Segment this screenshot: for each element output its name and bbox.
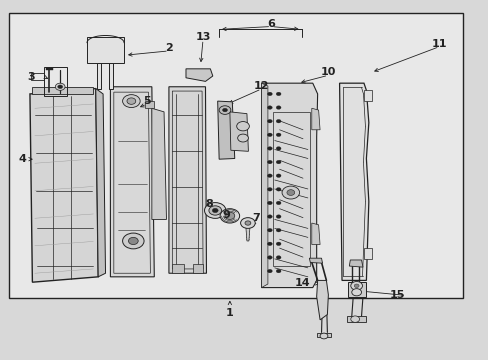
Circle shape	[267, 106, 272, 109]
Polygon shape	[311, 108, 320, 130]
Text: 15: 15	[389, 291, 405, 301]
Circle shape	[237, 134, 248, 142]
Polygon shape	[217, 101, 234, 159]
Circle shape	[222, 108, 227, 112]
Polygon shape	[363, 90, 371, 101]
Polygon shape	[30, 89, 98, 282]
Circle shape	[350, 282, 362, 290]
Circle shape	[276, 188, 281, 191]
Text: 1: 1	[225, 309, 233, 318]
Polygon shape	[316, 333, 330, 337]
Bar	[9, 13, 462, 298]
Text: 14: 14	[294, 278, 310, 288]
Circle shape	[320, 333, 327, 339]
Circle shape	[128, 237, 138, 244]
Polygon shape	[152, 108, 166, 220]
Polygon shape	[46, 68, 53, 69]
Circle shape	[276, 120, 281, 123]
Polygon shape	[261, 83, 267, 288]
Text: 13: 13	[195, 32, 210, 41]
Circle shape	[276, 201, 281, 205]
Polygon shape	[87, 37, 124, 63]
Polygon shape	[96, 89, 105, 277]
Text: 4: 4	[18, 154, 26, 164]
Polygon shape	[311, 223, 320, 244]
Circle shape	[276, 133, 281, 136]
Circle shape	[240, 218, 255, 228]
Circle shape	[267, 228, 272, 232]
Circle shape	[208, 206, 221, 215]
Circle shape	[267, 92, 272, 96]
Polygon shape	[245, 228, 249, 241]
Polygon shape	[193, 264, 203, 273]
Circle shape	[267, 174, 272, 177]
Circle shape	[55, 83, 65, 90]
Circle shape	[267, 120, 272, 123]
Circle shape	[224, 212, 234, 220]
Text: 12: 12	[253, 81, 269, 91]
Circle shape	[276, 160, 281, 164]
Circle shape	[286, 190, 294, 195]
Text: 3: 3	[27, 72, 35, 82]
Polygon shape	[347, 282, 366, 297]
Polygon shape	[348, 260, 362, 267]
Circle shape	[276, 215, 281, 219]
Circle shape	[267, 215, 272, 219]
Circle shape	[350, 316, 359, 322]
Circle shape	[122, 233, 144, 249]
Circle shape	[267, 242, 272, 246]
Circle shape	[276, 92, 281, 96]
Circle shape	[276, 228, 281, 232]
Circle shape	[267, 188, 272, 191]
Circle shape	[351, 289, 361, 296]
Polygon shape	[309, 258, 322, 263]
Circle shape	[276, 269, 281, 273]
Polygon shape	[144, 101, 154, 108]
Polygon shape	[32, 87, 93, 94]
Circle shape	[267, 269, 272, 273]
Circle shape	[236, 122, 249, 131]
Polygon shape	[229, 112, 248, 151]
Circle shape	[267, 201, 272, 205]
Circle shape	[212, 208, 218, 213]
Text: 10: 10	[320, 67, 335, 77]
Circle shape	[127, 98, 136, 104]
Polygon shape	[316, 280, 328, 320]
Circle shape	[276, 174, 281, 177]
Text: 7: 7	[252, 213, 260, 223]
Circle shape	[276, 242, 281, 246]
Circle shape	[244, 221, 250, 225]
Circle shape	[276, 256, 281, 259]
Text: 11: 11	[431, 39, 447, 49]
Circle shape	[267, 147, 272, 150]
Polygon shape	[109, 63, 113, 89]
Circle shape	[58, 85, 62, 89]
Text: 9: 9	[222, 210, 229, 220]
Polygon shape	[110, 87, 154, 277]
Circle shape	[282, 186, 299, 199]
Text: 6: 6	[267, 19, 275, 29]
Circle shape	[220, 209, 239, 223]
Circle shape	[267, 256, 272, 259]
Circle shape	[267, 133, 272, 136]
Text: 5: 5	[143, 96, 150, 106]
Circle shape	[267, 160, 272, 164]
Circle shape	[353, 284, 358, 288]
Polygon shape	[261, 83, 317, 288]
Polygon shape	[339, 83, 368, 280]
Polygon shape	[185, 69, 212, 81]
Circle shape	[219, 106, 230, 114]
Polygon shape	[168, 87, 206, 273]
Polygon shape	[363, 248, 371, 259]
Text: 8: 8	[205, 199, 213, 210]
Polygon shape	[346, 316, 366, 321]
Circle shape	[122, 95, 140, 108]
Circle shape	[204, 203, 225, 219]
Circle shape	[276, 106, 281, 109]
Polygon shape	[172, 264, 183, 273]
Polygon shape	[97, 63, 101, 89]
Circle shape	[276, 147, 281, 150]
Text: 2: 2	[165, 43, 172, 53]
